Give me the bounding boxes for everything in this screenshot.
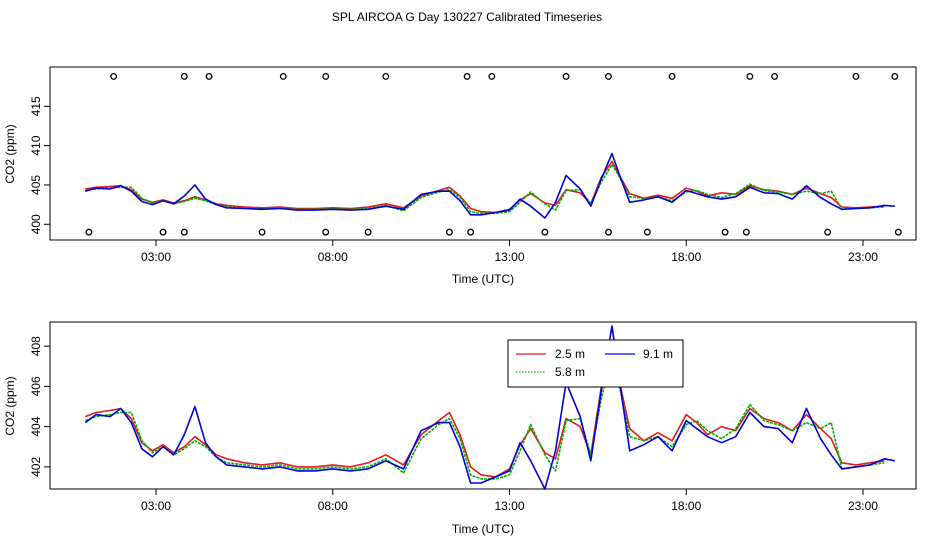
top-series-9.1m [85, 152, 895, 219]
top-x-label: Time (UTC) [452, 272, 514, 286]
bottom-ytick-label: 406 [29, 376, 43, 396]
calibration-marker-upper [891, 72, 899, 80]
top-xtick-label: 03:00 [141, 250, 171, 264]
top-series-lines [85, 152, 895, 219]
calibration-marker-upper [852, 72, 860, 80]
calibration-marker-lower [541, 228, 549, 236]
bottom-xtick-label: 23:00 [848, 499, 878, 513]
calibration-marker-lower [824, 228, 832, 236]
calibration-marker-upper [322, 72, 330, 80]
top-ytick-label: 405 [29, 175, 43, 195]
top-xtick-label: 13:00 [494, 250, 524, 264]
bottom-ytick-label: 404 [29, 416, 43, 436]
bottom-series-2.5m [85, 345, 885, 478]
calibration-marker-lower [605, 228, 612, 236]
calibration-marker-lower [445, 228, 453, 236]
figure-title: SPL AIRCOA G Day 130227 Calibrated Times… [332, 10, 602, 24]
bottom-ytick-label: 408 [29, 336, 43, 356]
top-ytick-label: 410 [29, 135, 43, 155]
calibration-marker-upper [746, 72, 754, 80]
legend: 2.5 m 5.8 m 9.1 m [507, 339, 684, 388]
top-ytick-label: 415 [29, 96, 43, 116]
calibration-marker-upper [110, 72, 118, 80]
top-panel: 03:00 08:00 13:00 18:00 23:00 400 405 410 415 T… [3, 66, 917, 286]
top-xtick-label: 18:00 [671, 250, 701, 264]
legend-label-9.1m: 9.1 m [643, 347, 673, 361]
bottom-ytick-label: 402 [29, 457, 43, 477]
top-series-2.5m [85, 160, 885, 214]
bottom-xtick-label: 13:00 [494, 499, 524, 513]
top-y-label: CO2 (ppm) [3, 124, 17, 183]
bottom-series-lines [84, 325, 895, 490]
top-series-5.8m [85, 163, 885, 215]
calibration-marker-upper [180, 72, 188, 80]
bottom-xtick-label: 18:00 [671, 499, 701, 513]
bottom-series-9.1m [84, 325, 895, 490]
calibration-marker-upper [668, 72, 676, 80]
calibration-marker-lower [721, 228, 729, 236]
top-x-axis: 03:00 08:00 13:00 18:00 23:00 [141, 240, 878, 264]
calibration-marker-upper [605, 72, 612, 80]
top-ytick-label: 400 [29, 214, 43, 234]
bottom-plot-frame [49, 321, 917, 490]
calibration-marker-lower [467, 228, 475, 236]
calibration-marker-lower [742, 228, 750, 236]
calibration-marker-lower [258, 228, 266, 236]
calibration-marker-lower [322, 228, 330, 236]
calibration-marker-upper [488, 72, 496, 80]
calibration-marker-lower [180, 228, 188, 236]
bottom-y-label: CO2 (ppm) [3, 376, 17, 435]
calibration-marker-upper [562, 72, 570, 80]
top-xtick-label: 08:00 [318, 250, 348, 264]
calibration-marker-upper [463, 72, 471, 80]
legend-label-2.5m: 2.5 m [555, 347, 585, 361]
calibration-marker-upper [771, 72, 779, 80]
calibration-marker-lower [364, 228, 372, 236]
calibration-marker-lower [159, 228, 167, 236]
calibration-marker-upper [205, 72, 213, 80]
top-y-axis: 400 405 410 415 [29, 96, 50, 234]
bottom-panel: 03:00 08:00 13:00 18:00 23:00 402 404 406 408 T… [3, 321, 917, 536]
legend-label-5.8m: 5.8 m [555, 365, 585, 379]
calibration-marker-upper [382, 72, 390, 80]
top-plot-frame [49, 66, 917, 241]
bottom-x-label: Time (UTC) [452, 522, 514, 536]
bottom-series-5.8m [85, 353, 885, 480]
bottom-xtick-label: 08:00 [318, 499, 348, 513]
bottom-xtick-label: 03:00 [141, 499, 171, 513]
calibration-marker-lower [85, 228, 93, 236]
calibration-marker-lower [643, 228, 651, 236]
top-calibration-markers [85, 72, 902, 236]
bottom-x-axis: 03:00 08:00 13:00 18:00 23:00 [141, 489, 878, 513]
calibration-marker-lower [894, 228, 902, 236]
legend-box [507, 339, 684, 388]
top-xtick-label: 23:00 [848, 250, 878, 264]
bottom-y-axis: 402 404 406 408 [29, 336, 50, 477]
calibration-marker-upper [279, 72, 287, 80]
